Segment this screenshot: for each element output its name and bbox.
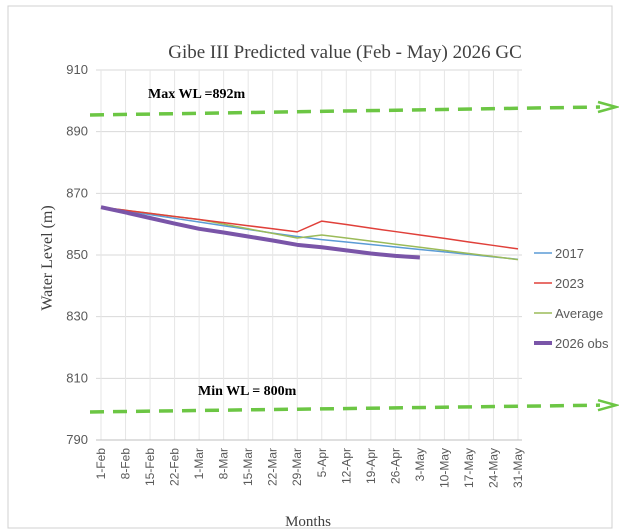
x-tick-label: 8-Feb (119, 448, 133, 480)
x-tick-label: 26-Apr (388, 448, 402, 484)
x-tick-label: 1-Mar (192, 448, 206, 479)
reference-label: Max WL =892m (148, 87, 246, 102)
reference-line (89, 403, 601, 414)
x-tick-label: 22-Mar (266, 448, 280, 486)
x-tick-label: 3-May (413, 448, 427, 481)
x-tick-label: 22-Feb (168, 448, 182, 486)
chart-title: Gibe III Predicted value (Feb - May) 202… (168, 42, 522, 63)
x-tick-label: 8-Mar (217, 448, 231, 479)
arrow-head (597, 100, 619, 114)
y-tick-label: 810 (66, 370, 88, 385)
x-tick-label: 29-Mar (290, 448, 304, 486)
x-axis-label: Months (285, 514, 331, 530)
x-tick-label: 24-May (486, 448, 500, 488)
y-tick-label: 830 (66, 309, 88, 324)
x-tick-label: 1-Feb (94, 448, 108, 480)
arrow-head (597, 398, 619, 412)
reference-label: Min WL = 800m (198, 384, 297, 399)
y-tick-label: 870 (66, 185, 88, 200)
x-tick-label: 31-May (511, 448, 525, 488)
y-tick-label: 890 (66, 124, 88, 139)
x-tick-label: 17-May (462, 448, 476, 488)
legend-label: 2017 (555, 246, 584, 261)
x-tick-label: 12-Apr (339, 448, 353, 484)
chart-frame (7, 5, 613, 529)
series-line (100, 206, 519, 261)
y-tick-label: 850 (66, 247, 88, 262)
y-tick-label: 790 (66, 432, 88, 447)
legend-label: Average (555, 306, 603, 321)
reference-line (89, 105, 601, 117)
series-line (100, 205, 421, 260)
legend-label: 2026 obs (555, 336, 609, 351)
y-axis-label: Water Level (m) (39, 205, 56, 310)
y-tick-label: 910 (66, 62, 88, 77)
legend-label: 2023 (555, 276, 584, 291)
x-tick-label: 15-Mar (241, 448, 255, 486)
x-tick-label: 5-Apr (315, 448, 329, 477)
x-tick-label: 15-Feb (143, 448, 157, 486)
x-tick-label: 10-May (437, 448, 451, 488)
x-tick-label: 19-Apr (364, 448, 378, 484)
series-line (100, 206, 519, 250)
